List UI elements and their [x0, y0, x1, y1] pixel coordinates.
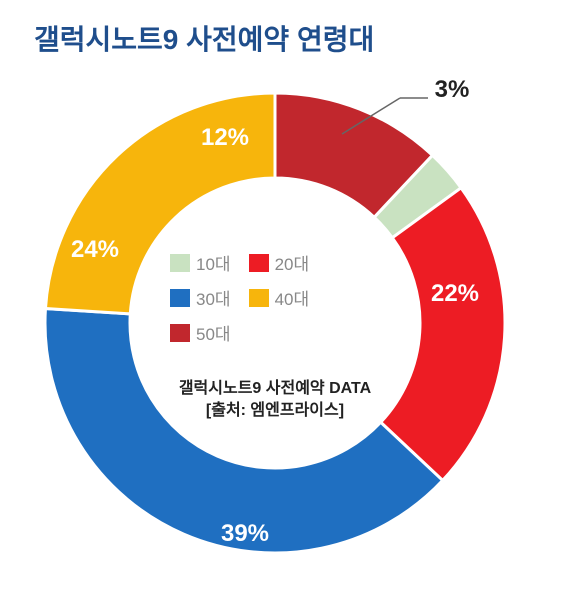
legend: 10대 20대 30대 40대 50대 — [170, 250, 380, 355]
legend-item: 40대 — [249, 285, 310, 310]
center-caption: 갤럭시노트9 사전예약 DATA [출처: 엠엔프라이스] — [179, 378, 371, 421]
caption-line-1: 갤럭시노트9 사전예약 DATA — [179, 378, 371, 400]
legend-row: 30대 40대 — [170, 285, 380, 310]
chart-title: 갤럭시노트9 사전예약 연령대 — [34, 18, 374, 58]
legend-label: 40대 — [275, 285, 310, 310]
pct-label-20s: 22% — [431, 280, 479, 308]
legend-item: 20대 — [249, 250, 310, 275]
caption-line-2: [출처: 엠엔프라이스] — [179, 400, 371, 422]
legend-swatch — [170, 324, 190, 342]
legend-label: 50대 — [196, 320, 231, 345]
pct-label-40s: 24% — [71, 236, 119, 264]
pct-label-10s: 3% — [435, 76, 470, 104]
legend-swatch — [249, 289, 269, 307]
pct-label-30s: 39% — [221, 520, 269, 548]
slice-20s — [381, 188, 505, 481]
donut-chart: 12% 3% 22% 39% 24% 10대 20대 30대 40대 50대 갤럭시노트9 사전… — [30, 78, 520, 568]
legend-swatch — [249, 254, 269, 272]
legend-swatch — [170, 289, 190, 307]
legend-item: 10대 — [170, 250, 231, 275]
legend-row: 50대 — [170, 320, 380, 345]
legend-item: 30대 — [170, 285, 231, 310]
pct-label-50s: 12% — [201, 124, 249, 152]
legend-label: 10대 — [196, 250, 231, 275]
legend-label: 20대 — [275, 250, 310, 275]
legend-item: 50대 — [170, 320, 231, 345]
legend-swatch — [170, 254, 190, 272]
legend-label: 30대 — [196, 285, 231, 310]
legend-row: 10대 20대 — [170, 250, 380, 275]
